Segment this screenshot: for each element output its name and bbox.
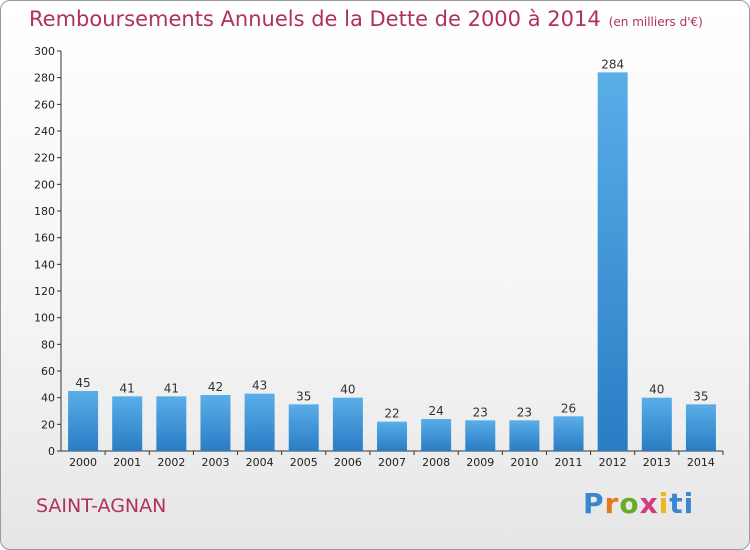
x-tick-label: 2008 [422, 456, 450, 469]
x-tick-label: 2007 [378, 456, 406, 469]
y-tick-label: 160 [34, 232, 55, 245]
logo-letter: i [683, 487, 695, 520]
y-tick-label: 80 [41, 338, 55, 351]
bar [597, 72, 628, 451]
logo-letter: t [669, 487, 684, 520]
title-text: Remboursements Annuels de la Dette de 20… [29, 7, 601, 31]
unit-label: (en milliers d'€) [608, 15, 703, 29]
logo-letter: o [619, 487, 640, 520]
x-tick-label: 2004 [246, 456, 274, 469]
x-tick-label: 2014 [687, 456, 715, 469]
bar [685, 404, 716, 451]
bar [112, 396, 143, 451]
x-tick-label: 2003 [201, 456, 229, 469]
x-tick-label: 2010 [510, 456, 538, 469]
y-tick-label: 180 [34, 205, 55, 218]
data-label: 41 [164, 381, 179, 395]
data-label: 23 [473, 405, 488, 419]
chart-title: Remboursements Annuels de la Dette de 20… [29, 7, 703, 31]
data-label: 45 [75, 376, 90, 390]
data-label: 40 [340, 383, 355, 397]
bar [376, 421, 408, 451]
data-label: 284 [601, 57, 624, 71]
bar [244, 393, 275, 451]
logo-letter: P [583, 487, 605, 520]
bar [156, 396, 187, 451]
data-label: 24 [428, 404, 443, 418]
data-label: 41 [120, 381, 135, 395]
y-tick-label: 220 [34, 152, 55, 165]
data-label: 42 [208, 380, 223, 394]
logo-letter: i [658, 487, 670, 520]
bar [553, 416, 584, 451]
x-tick-label: 2002 [157, 456, 185, 469]
bar [68, 391, 99, 451]
y-tick-label: 40 [41, 392, 55, 405]
bar [200, 395, 231, 451]
bar [465, 420, 496, 451]
bar [641, 397, 672, 451]
x-tick-label: 2005 [290, 456, 318, 469]
axes: 0 20 40 60 80 100 120 140 160 180 200 220 240 260 280 3… [34, 45, 724, 469]
data-label: 43 [252, 379, 267, 393]
bar [509, 420, 540, 451]
y-tick-label: 300 [34, 45, 55, 58]
y-tick-label: 260 [34, 98, 55, 111]
y-tick-label: 20 [41, 418, 55, 431]
y-tick-label: 200 [34, 178, 55, 191]
x-tick-label: 2000 [69, 456, 97, 469]
data-label: 35 [296, 389, 311, 403]
y-tick-label: 100 [34, 312, 55, 325]
data-label: 23 [517, 405, 532, 419]
bar [421, 419, 452, 451]
y-tick-label: 140 [34, 258, 55, 271]
y-tick-label: 280 [34, 72, 55, 85]
logo-letter: x [639, 487, 659, 520]
y-tick-label: 60 [41, 365, 55, 378]
x-tick-label: 2006 [334, 456, 362, 469]
bar [288, 404, 319, 451]
y-tick-label: 240 [34, 125, 55, 138]
data-label: 26 [561, 401, 576, 415]
x-tick-label: 2013 [643, 456, 671, 469]
city-name: SAINT-AGNAN [36, 495, 167, 517]
y-tick-label: 0 [48, 445, 55, 458]
bars: 45 41 41 42 43 35 40 22 24 23 23 26 284 40 35 [68, 57, 716, 451]
x-tick-label: 2009 [466, 456, 494, 469]
x-tick-label: 2001 [113, 456, 141, 469]
data-label: 35 [693, 389, 708, 403]
x-tick-label: 2011 [555, 456, 583, 469]
data-label: 40 [649, 383, 664, 397]
x-tick-label: 2012 [599, 456, 627, 469]
y-tick-label: 120 [34, 285, 55, 298]
logo-letter: r [604, 487, 620, 520]
bar [332, 397, 363, 451]
data-label: 22 [384, 407, 399, 421]
proxiti-logo: Proxiti [583, 487, 694, 520]
